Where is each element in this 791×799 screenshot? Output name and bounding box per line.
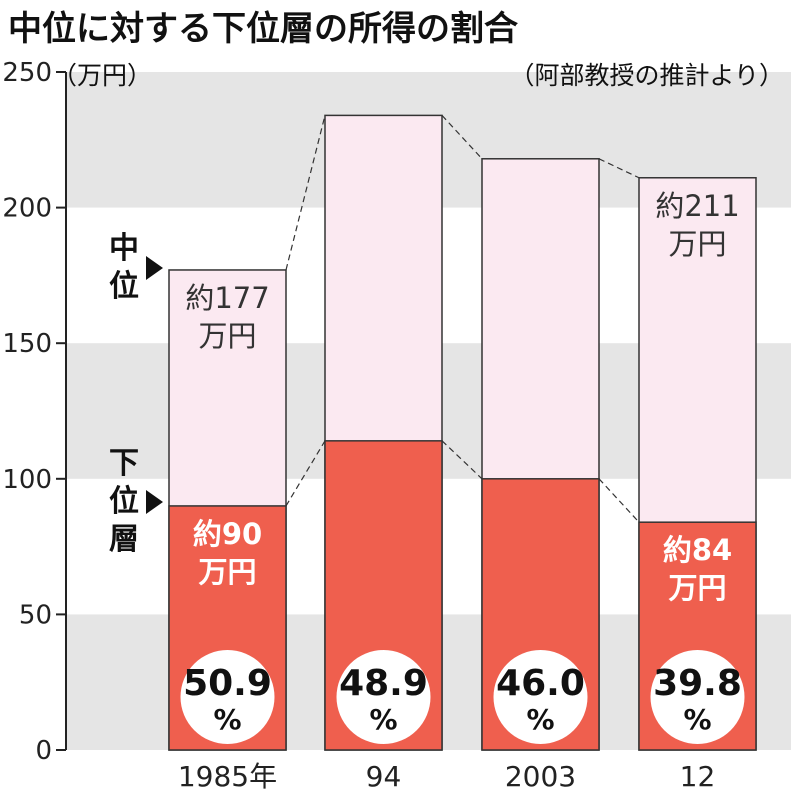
x-tick-label: 1985年	[178, 760, 277, 793]
x-tick-label: 12	[680, 760, 716, 793]
percent-value: 39.8	[653, 663, 742, 704]
percent-badge	[650, 650, 745, 744]
percent-sign: %	[213, 703, 241, 736]
y-unit-label: （万円）	[52, 61, 152, 90]
percent-sign: %	[369, 703, 397, 736]
x-tick-label: 2003	[505, 760, 576, 793]
connector-line	[441, 440, 483, 480]
y-tick-label: 50	[19, 600, 52, 630]
percent-badge	[336, 650, 431, 744]
side-label-lower: 層	[109, 522, 139, 557]
connector-lines	[285, 114, 640, 523]
pointer-triangle	[146, 490, 163, 514]
y-tick-label: 100	[2, 465, 52, 495]
percent-badge	[493, 650, 588, 744]
percent-value: 48.9	[339, 663, 428, 704]
connector-line	[285, 440, 326, 507]
middle-value-label: 万円	[668, 227, 726, 261]
connector-line	[285, 115, 326, 271]
y-tick-label: 150	[2, 329, 52, 359]
connector-line	[598, 478, 640, 523]
percent-badges: 50.9%48.9%46.0%39.8%	[180, 650, 745, 744]
chart-title: 中位に対する下位層の所得の割合	[8, 9, 518, 49]
percent-badge	[180, 650, 275, 744]
percent-value: 50.9	[183, 663, 272, 704]
y-ticks: 0 50 100 150 200 250	[2, 58, 66, 766]
y-tick-label: 200	[2, 194, 52, 224]
lower-value-label: 万円	[198, 555, 256, 589]
percent-sign: %	[683, 703, 711, 736]
y-tick-label: 0	[35, 736, 52, 766]
side-label-middle: 中	[109, 231, 139, 266]
percent-value: 46.0	[496, 663, 585, 704]
side-label-middle: 位	[109, 269, 139, 304]
lower-value-label: 万円	[668, 571, 726, 605]
middle-value-label: 約177	[185, 281, 269, 315]
lower-value-label: 約90	[193, 517, 262, 551]
source-note: （阿部教授の推計より）	[509, 61, 784, 90]
lower-value-label: 約84	[663, 533, 732, 567]
middle-value-label: 約211	[655, 189, 739, 223]
x-ticks: 1985年 94 2003 12	[178, 760, 715, 793]
middle-value-label: 万円	[198, 319, 256, 353]
percent-sign: %	[526, 703, 554, 736]
x-tick-label: 94	[366, 760, 402, 793]
side-label-lower: 位	[109, 484, 139, 519]
y-tick-label: 250	[2, 58, 52, 88]
pointer-triangle	[146, 256, 163, 280]
side-label-lower: 下	[109, 446, 139, 481]
connector-line	[598, 158, 640, 179]
